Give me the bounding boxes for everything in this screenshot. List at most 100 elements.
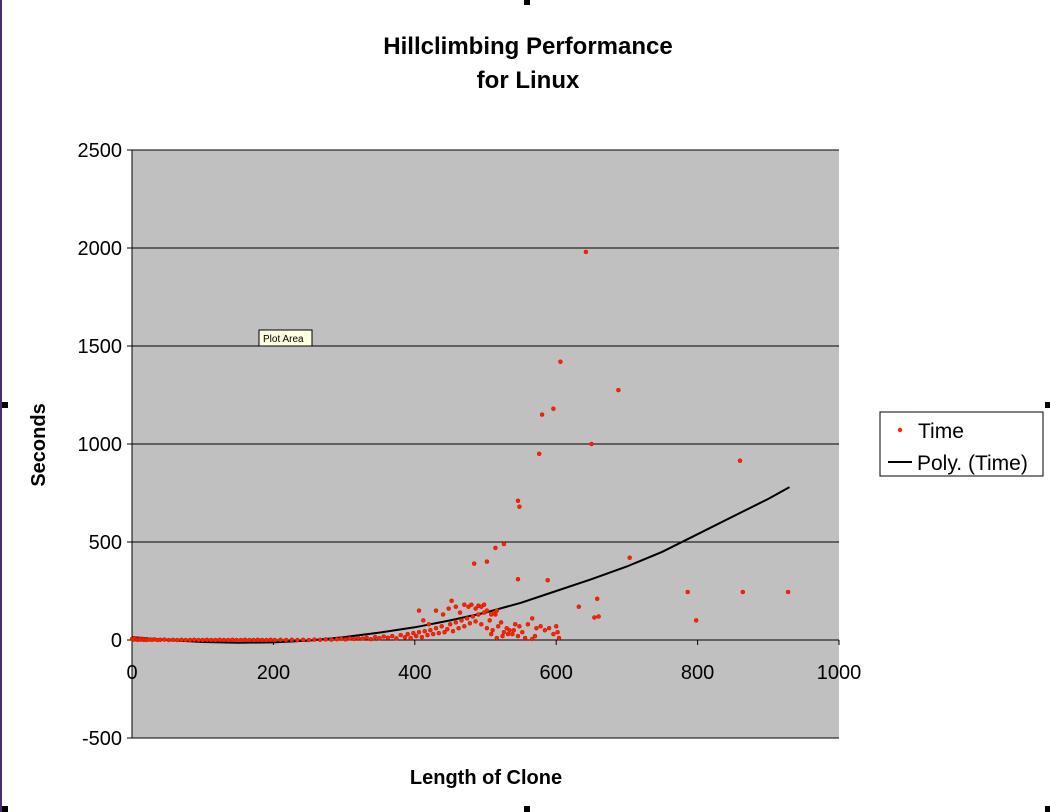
y-tick-label: 500 [89, 532, 122, 554]
time-point [539, 412, 545, 417]
time-point [685, 589, 690, 595]
y-tick-label: 1000 [78, 434, 123, 456]
time-point [501, 629, 507, 635]
legend[interactable]: Time Poly. (Time) [879, 411, 1044, 477]
time-point [368, 636, 374, 642]
time-point [162, 637, 167, 642]
time-point [381, 634, 386, 639]
time-point [558, 359, 563, 364]
time-point [179, 637, 184, 643]
time-point [627, 555, 632, 560]
time-point [510, 631, 515, 637]
time-point [515, 498, 521, 504]
time-point [450, 628, 456, 634]
time-point [191, 637, 197, 643]
time-point [481, 602, 487, 607]
y-tick-label: -500 [82, 728, 122, 750]
time-point [525, 622, 531, 627]
tick-labels: -500 0 500 1000 1500 2000 2500 0 200 400 600 800 100… [78, 140, 862, 750]
time-point [484, 608, 490, 613]
y-tick-label: 0 [111, 630, 122, 652]
time-point [583, 249, 589, 255]
time-point [536, 451, 542, 457]
time-point [421, 618, 426, 623]
time-point [551, 631, 556, 637]
time-point [217, 637, 222, 643]
legend-box [879, 411, 1044, 477]
time-point [488, 631, 494, 637]
time-point [323, 637, 328, 642]
time-point [457, 610, 463, 615]
time-point [515, 576, 521, 582]
time-point [213, 637, 218, 643]
time-point [204, 637, 210, 643]
time-point [440, 612, 446, 617]
time-point [312, 637, 317, 642]
time-point [416, 629, 422, 635]
time-point [242, 637, 248, 643]
time-point [268, 637, 273, 643]
time-point [289, 637, 295, 643]
x-tick-label: 400 [398, 662, 431, 684]
time-point [247, 637, 252, 643]
time-point [520, 629, 525, 635]
time-point [529, 616, 535, 621]
time-point [416, 608, 422, 613]
y-tick-label: 2500 [78, 140, 123, 162]
time-point [385, 635, 391, 641]
time-point [278, 637, 283, 643]
time-point [446, 606, 451, 611]
time-point [170, 637, 176, 643]
time-point [405, 631, 410, 637]
time-point [351, 636, 357, 642]
time-point [494, 608, 500, 613]
time-point [737, 458, 743, 463]
x-tick-label: 200 [257, 662, 290, 684]
time-point [166, 637, 172, 643]
time-point [473, 619, 478, 624]
time-point [174, 637, 180, 643]
time-point [445, 626, 450, 632]
time-point [500, 633, 505, 639]
time-point [785, 589, 791, 595]
time-point [272, 637, 278, 643]
time-point [317, 637, 323, 643]
time-point [230, 637, 235, 643]
time-point [507, 627, 512, 633]
x-tick-label: 0 [126, 662, 137, 684]
time-point [467, 621, 473, 626]
time-point [347, 636, 353, 641]
time-point [436, 630, 442, 636]
time-point [449, 598, 454, 604]
y-tick-label: 2000 [78, 238, 123, 260]
time-point [408, 635, 413, 641]
time-point [551, 406, 556, 411]
time-point [493, 545, 498, 551]
x-tick-label: 800 [681, 662, 714, 684]
time-point [546, 625, 552, 631]
time-point [545, 577, 550, 583]
time-point [433, 608, 439, 613]
time-point [343, 637, 348, 642]
time-point [512, 622, 518, 627]
time-point [419, 634, 425, 640]
time-point [589, 441, 594, 447]
time-point [490, 627, 495, 633]
time-point [428, 627, 433, 633]
time-point [334, 636, 340, 642]
time-point [479, 622, 484, 627]
y-axis-title: Seconds [28, 403, 50, 486]
time-point [462, 624, 467, 629]
time-point [372, 634, 378, 640]
time-point [462, 602, 467, 607]
x-tick-label: 1000 [817, 662, 862, 684]
y-tick-label: 1500 [78, 336, 123, 358]
time-point [469, 602, 474, 607]
time-point [398, 632, 403, 638]
time-point [487, 618, 492, 623]
time-point [425, 632, 430, 638]
time-point [464, 616, 470, 621]
time-point [453, 604, 459, 609]
